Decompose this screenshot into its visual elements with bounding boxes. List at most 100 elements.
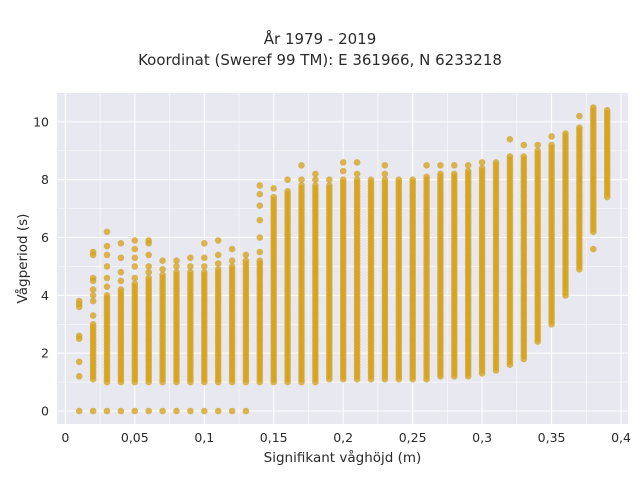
data-point: [187, 407, 194, 415]
data-point: [464, 167, 472, 175]
data-point: [492, 159, 500, 166]
data-point: [506, 136, 514, 143]
y-tick-label: 6: [41, 230, 49, 245]
data-point: [201, 240, 208, 247]
data-point: [298, 176, 305, 183]
data-point: [395, 176, 403, 183]
data-point: [284, 176, 291, 183]
data-point: [284, 188, 291, 195]
data-point: [312, 182, 319, 189]
data-point: [103, 251, 111, 259]
data-point: [270, 185, 278, 192]
data-point: [437, 170, 444, 178]
data-point: [339, 176, 347, 183]
data-point: [173, 407, 180, 415]
data-point: [214, 260, 222, 267]
data-point: [173, 257, 180, 265]
data-point: [103, 274, 111, 282]
data-point: [548, 141, 555, 149]
data-point: [256, 216, 264, 224]
data-point: [131, 274, 139, 282]
data-point: [451, 162, 458, 169]
data-point: [103, 242, 111, 250]
data-point: [353, 170, 361, 178]
data-point: [242, 251, 250, 259]
data-point: [326, 182, 333, 189]
data-point: [228, 407, 236, 415]
data-point: [339, 159, 347, 166]
data-point: [478, 164, 486, 172]
y-axis-label: Vågperiod (s): [14, 214, 31, 304]
data-point: [117, 277, 125, 285]
data-point: [228, 257, 236, 265]
data-point: [159, 407, 166, 415]
data-point: [131, 280, 139, 288]
data-point: [89, 407, 97, 415]
data-point: [103, 407, 111, 415]
data-point: [270, 193, 278, 201]
x-tick-label: 0,35: [538, 430, 566, 445]
data-point: [590, 104, 597, 111]
y-tick-label: 4: [41, 288, 49, 303]
data-point: [214, 251, 222, 259]
data-point: [131, 263, 139, 270]
data-point: [256, 234, 264, 241]
data-point: [201, 407, 208, 415]
data-point: [187, 263, 194, 270]
y-tick-label: 10: [33, 114, 49, 129]
data-point: [201, 263, 208, 270]
data-point: [242, 257, 250, 265]
data-point: [117, 286, 125, 293]
data-point: [534, 147, 541, 155]
data-point: [89, 286, 97, 293]
data-point: [89, 248, 97, 256]
data-point: [159, 257, 166, 265]
data-point: [201, 268, 208, 276]
data-point: [75, 407, 83, 415]
chart-title: År 1979 - 2019: [263, 30, 377, 48]
data-point: [381, 170, 389, 178]
data-point: [576, 124, 583, 131]
x-axis-ticks: 0 0,05 0,1 0,15 0,2 0,25 0,3 0,35 0,4: [61, 430, 631, 445]
data-point: [506, 153, 514, 160]
data-point: [117, 240, 125, 247]
x-tick-label: 0,3: [472, 430, 492, 445]
data-point: [576, 266, 583, 273]
data-point: [256, 190, 264, 198]
data-point: [298, 182, 305, 189]
data-point: [75, 358, 83, 366]
data-point: [117, 407, 125, 415]
data-point: [159, 266, 166, 273]
data-point: [103, 228, 111, 236]
data-point: [89, 297, 97, 305]
data-point: [75, 373, 83, 380]
y-tick-label: 0: [41, 403, 49, 418]
data-point: [548, 133, 555, 140]
data-point: [187, 268, 194, 276]
data-point: [89, 321, 97, 328]
data-point: [451, 170, 458, 178]
data-point: [131, 245, 139, 253]
data-points: [75, 104, 611, 415]
x-tick-label: 0: [61, 430, 69, 445]
data-point: [228, 245, 236, 253]
data-point: [520, 153, 528, 160]
data-point: [131, 407, 139, 415]
data-point: [75, 332, 83, 340]
data-point: [159, 271, 166, 279]
data-point: [353, 159, 361, 166]
data-point: [228, 263, 236, 270]
x-axis-label: Signifikant våghöjd (m): [264, 449, 422, 466]
data-point: [214, 266, 222, 273]
chart-subtitle: Koordinat (Sweref 99 TM): E 361966, N 62…: [138, 51, 502, 69]
data-point: [381, 162, 389, 169]
data-point: [464, 162, 472, 169]
data-point: [103, 283, 111, 291]
data-point: [201, 254, 208, 262]
y-tick-label: 2: [41, 346, 49, 361]
data-point: [256, 202, 264, 209]
x-tick-label: 0,1: [194, 430, 214, 445]
data-point: [478, 159, 486, 166]
data-point: [117, 268, 125, 276]
data-point: [75, 297, 83, 305]
